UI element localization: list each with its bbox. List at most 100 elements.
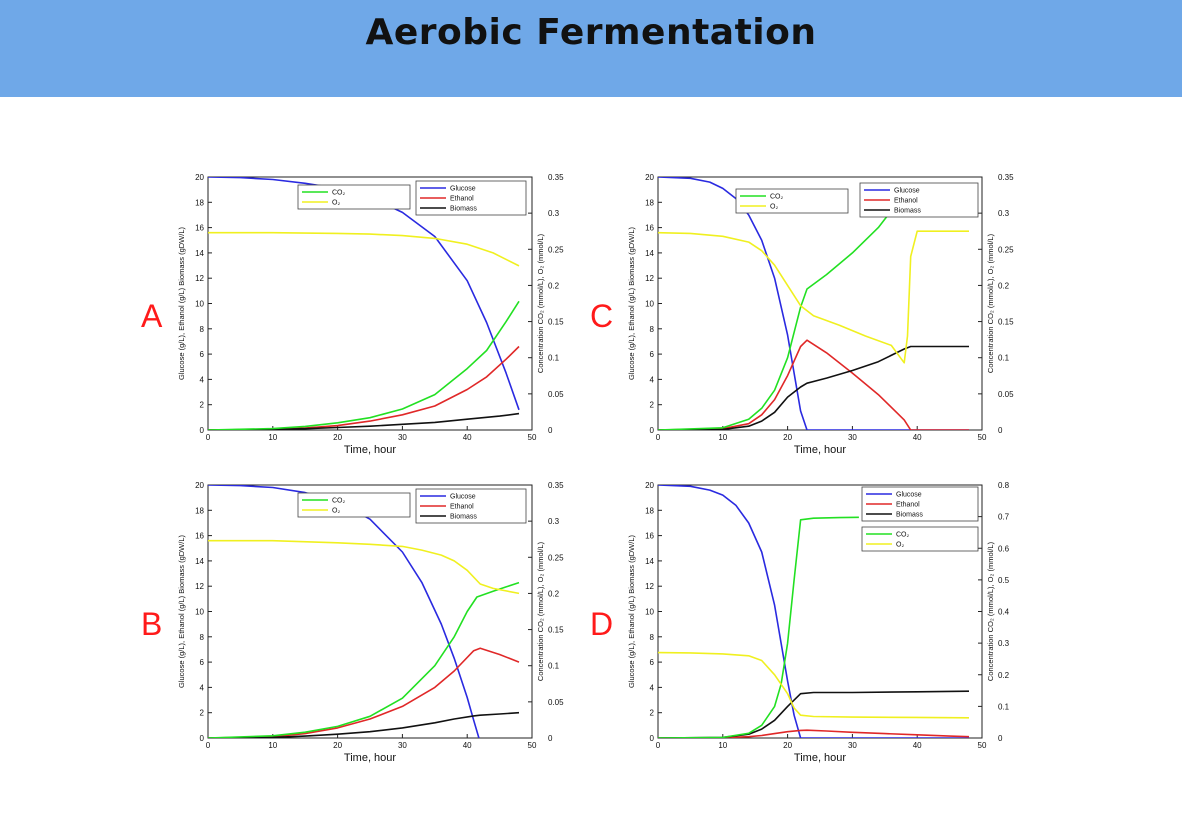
series-line-o2: [208, 539, 520, 595]
x-tick-label: 20: [333, 433, 342, 442]
y-tick-label: 0: [650, 734, 655, 743]
header-banner: Aerobic Fermentation: [0, 0, 1182, 97]
legend-label-biomass: Biomass: [896, 512, 923, 519]
legend-label-biomass: Biomass: [450, 206, 477, 213]
series-line-ethanol: [208, 647, 520, 738]
y-right-tick-label: 0.5: [998, 576, 1010, 585]
y-tick-label: 14: [645, 249, 654, 258]
x-tick-label: 40: [913, 741, 922, 750]
y-tick-label: 14: [195, 249, 204, 258]
y-tick-label: 8: [200, 633, 205, 642]
x-tick-label: 30: [398, 741, 407, 750]
legend-label-ethanol: Ethanol: [896, 502, 920, 509]
series-line-co2: [658, 516, 859, 738]
y-right-tick-label: 0.2: [998, 281, 1010, 290]
y-right-tick-label: 0.15: [548, 318, 564, 327]
x-tick-label: 20: [783, 433, 792, 442]
x-tick-label: 40: [913, 433, 922, 442]
y-right-tick-label: 0.3: [998, 209, 1010, 218]
y-tick-label: 20: [195, 173, 204, 182]
y-right-axis-label: Concentration CO₂ (mmol/L), O₂ (mmol/L): [536, 541, 545, 681]
x-tick-label: 0: [206, 741, 211, 750]
y-tick-label: 10: [645, 300, 654, 309]
y-tick-label: 18: [195, 506, 204, 515]
series-group: [208, 485, 520, 738]
legend-label-co2: CO₂: [770, 194, 784, 201]
y-right-tick-label: 0.1: [548, 662, 560, 671]
legend-label-glucose: Glucose: [450, 494, 476, 501]
y-tick-label: 4: [650, 683, 655, 692]
y-tick-label: 14: [195, 557, 204, 566]
series-group: [658, 177, 969, 430]
y-right-tick-label: 0.2: [998, 671, 1010, 680]
legend-label-biomass: Biomass: [450, 514, 477, 521]
legend-lower: [861, 526, 979, 552]
x-tick-label: 0: [656, 433, 661, 442]
x-tick-label: 10: [718, 741, 727, 750]
legend-label-ethanol: Ethanol: [894, 198, 918, 205]
x-tick-label: 50: [978, 433, 987, 442]
x-axis-label: Time, hour: [794, 444, 847, 456]
y-tick-label: 16: [645, 224, 654, 233]
x-tick-label: 10: [268, 433, 277, 442]
series-group: [658, 485, 970, 738]
y-tick-label: 14: [645, 557, 654, 566]
y-tick-label: 10: [645, 608, 654, 617]
series-line-co2: [658, 201, 899, 430]
y-tick-label: 8: [650, 633, 655, 642]
legend-label-co2: CO₂: [332, 190, 346, 197]
y-tick-label: 18: [645, 198, 654, 207]
x-tick-label: 20: [333, 741, 342, 750]
y-tick-label: 2: [200, 401, 205, 410]
series-line-o2: [658, 230, 969, 364]
y-right-tick-label: 0.7: [998, 513, 1010, 522]
x-tick-label: 10: [268, 741, 277, 750]
series-line-co2: [208, 581, 520, 738]
series-group: [208, 177, 520, 430]
chart-panel-a: 0 10 20 30 40 50 0 2 4 6 8 10 12 14 16 18 20 0 0.05 0.1 0.15…: [177, 173, 564, 456]
y-axis-label: Glucose (g/L), Ethanol (g/L) Biomass (gD…: [177, 535, 186, 688]
y-right-tick-label: 0: [548, 734, 553, 743]
x-axis-label: Time, hour: [794, 752, 847, 764]
y-right-tick-label: 0.15: [548, 626, 564, 635]
y-right-tick-label: 0.4: [998, 608, 1010, 617]
legend-label-biomass: Biomass: [894, 208, 921, 215]
y-right-axis-label: Concentration CO₂ (mmol/L), O₂ (mmol/L): [986, 541, 995, 681]
series-line-glucose: [208, 485, 480, 738]
x-tick-label: 0: [206, 433, 211, 442]
y-tick-label: 0: [200, 426, 205, 435]
y-tick-label: 20: [645, 173, 654, 182]
y-tick-label: 18: [645, 506, 654, 515]
chart-panel-c: 0 10 20 30 40 50 0 2 4 6 8 10 12 14 16 18 20 0 0.05 0.1 0.15…: [627, 173, 1014, 456]
y-tick-label: 2: [650, 709, 655, 718]
legend-left: [735, 188, 849, 214]
y-right-tick-label: 0.2: [548, 281, 560, 290]
y-tick-label: 12: [645, 274, 654, 283]
x-tick-label: 10: [718, 433, 727, 442]
y-right-tick-label: 0: [548, 426, 553, 435]
series-line-o2: [658, 651, 970, 719]
y-right-axis-label: Concentration CO₂ (mmol/L), O₂ (mmol/L): [536, 233, 545, 373]
x-tick-label: 40: [463, 741, 472, 750]
y-tick-label: 12: [645, 582, 654, 591]
page-title: Aerobic Fermentation: [365, 12, 817, 53]
y-tick-label: 6: [200, 658, 205, 667]
legend-right: [859, 182, 979, 218]
y-tick-label: 6: [650, 658, 655, 667]
legend-label-o2: O₂: [896, 542, 904, 549]
y-tick-label: 8: [200, 325, 205, 334]
y-tick-label: 4: [650, 375, 655, 384]
chart-panel-d: 0 10 20 30 40 50 0 2 4 6 8 10 12 14 16 18 20 0 0.1 0.2 0.3 0.…: [627, 481, 1010, 764]
panel-label-b: B: [141, 606, 163, 642]
legend-left: [297, 184, 411, 210]
legend-label-co2: CO₂: [896, 532, 910, 539]
y-tick-label: 2: [200, 709, 205, 718]
series-line-biomass: [208, 711, 520, 738]
x-tick-label: 40: [463, 433, 472, 442]
legend-label-ethanol: Ethanol: [450, 504, 474, 511]
y-tick-label: 6: [200, 350, 205, 359]
y-tick-label: 16: [195, 224, 204, 233]
legend-label-o2: O₂: [332, 508, 340, 515]
plot-area: [657, 484, 983, 739]
panel-label-a: A: [141, 298, 163, 334]
